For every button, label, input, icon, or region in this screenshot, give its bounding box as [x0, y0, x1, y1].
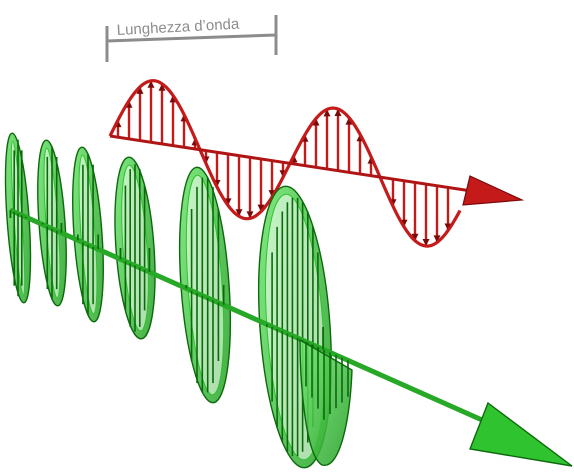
magnetic-vector-arrowhead: [334, 109, 342, 116]
electric-axis: [8, 207, 502, 431]
magnetic-wave-curve: [108, 79, 462, 248]
electric-axis-arrowhead: [469, 401, 573, 467]
electric-wave-loop-inner: [185, 174, 225, 396]
magnetic-axis: [109, 134, 479, 194]
wavelength-label: Lunghezza d’onda: [116, 16, 240, 39]
magnetic-vector-arrowhead: [158, 83, 166, 91]
magnetic-vector-arrowhead: [323, 109, 331, 117]
magnetic-axis-arrowhead: [462, 175, 525, 206]
magnetic-field-vectors: [114, 80, 452, 246]
wavelength-bracket: [105, 15, 278, 62]
magnetic-vector-arrowhead: [345, 117, 353, 125]
magnetic-vector-arrowhead: [257, 204, 265, 212]
electric-wave-back-half: [4, 132, 332, 469]
magnetic-vector-arrowhead: [312, 118, 320, 126]
electric-wave: [4, 132, 573, 469]
magnetic-vector-arrowhead: [136, 86, 144, 94]
electric-wave-front-half: [9, 210, 353, 466]
magnetic-vector-arrowhead: [147, 80, 155, 88]
electric-wave-loop: [299, 338, 353, 466]
magnetic-vector-arrowhead: [246, 211, 254, 219]
magnetic-wave: [108, 79, 525, 248]
magnetic-vector-arrowhead: [433, 235, 441, 243]
magnetic-vector-arrowhead: [422, 239, 430, 246]
magnetic-vector-arrowhead: [411, 233, 419, 241]
magnetic-vector-arrowhead: [235, 209, 243, 217]
wavelength-indicator: Lunghezza d’onda: [105, 15, 278, 62]
